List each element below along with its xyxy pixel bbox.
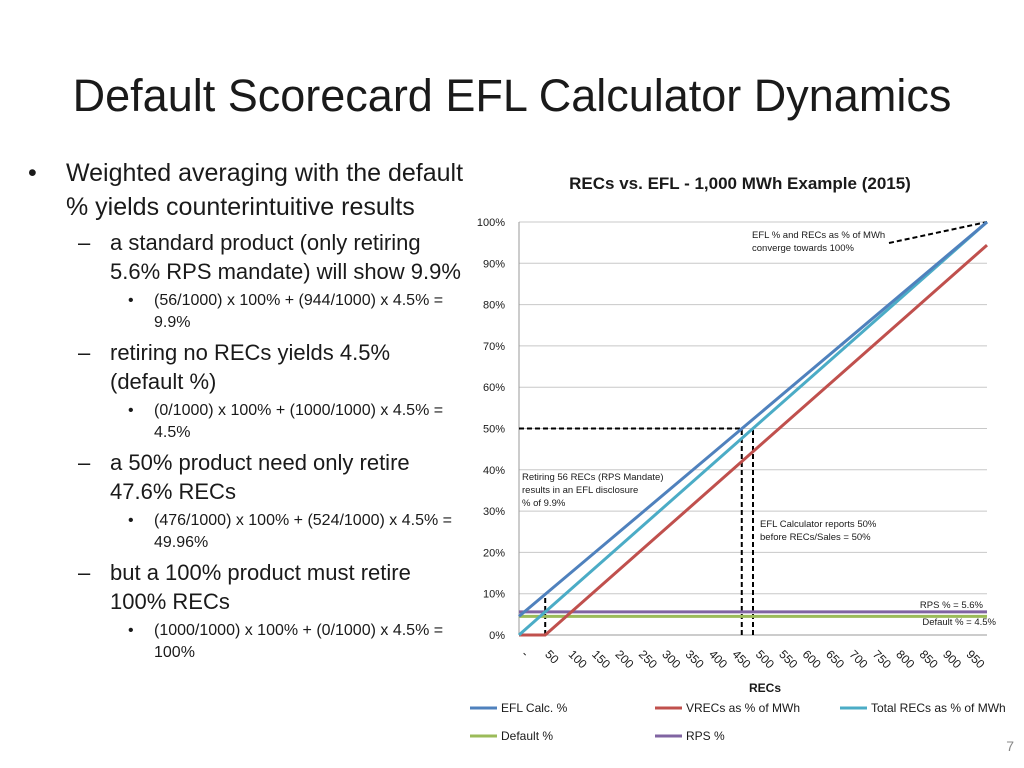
x-tick-label: - bbox=[519, 647, 532, 660]
x-tick-label: 850 bbox=[917, 647, 941, 671]
bullet-marker: • bbox=[28, 159, 37, 187]
bullet-text: retiring no RECs yields 4.5% (default %) bbox=[110, 340, 391, 394]
y-tick-label: 20% bbox=[483, 547, 505, 559]
dash-marker: – bbox=[78, 560, 91, 585]
bullet-text: (56/1000) x 100% + (944/1000) x 4.5% = 9… bbox=[154, 292, 444, 331]
slide-title: Default Scorecard EFL Calculator Dynamic… bbox=[72, 70, 952, 121]
x-tick-label: 150 bbox=[589, 647, 613, 671]
series-line bbox=[519, 244, 988, 637]
x-tick-label: 500 bbox=[753, 647, 777, 671]
x-tick-label: 400 bbox=[706, 647, 730, 671]
bullet-l3: • (476/1000) x 100% + (524/1000) x 4.5% =… bbox=[28, 510, 468, 554]
y-tick-label: 60% bbox=[483, 382, 505, 394]
bullet-l2: – retiring no RECs yields 4.5% (default %… bbox=[28, 338, 468, 396]
x-tick-label: 200 bbox=[612, 647, 636, 671]
bullet-marker: • bbox=[128, 402, 134, 419]
x-tick-label: 750 bbox=[870, 647, 894, 671]
y-tick-label: 70% bbox=[483, 341, 505, 353]
x-tick-label: 50 bbox=[542, 647, 562, 667]
reference-line bbox=[888, 221, 988, 244]
legend-label: VRECs as % of MWh bbox=[686, 701, 800, 715]
y-tick-label: 40% bbox=[483, 465, 505, 477]
bullet-l3: • (0/1000) x 100% + (1000/1000) x 4.5% = … bbox=[28, 400, 468, 444]
bullet-l2: – a standard product (only retiring 5.6% … bbox=[28, 228, 468, 286]
annotation-text: Retiring 56 RECs (RPS Mandate) bbox=[522, 472, 664, 483]
dash-marker: – bbox=[78, 230, 91, 255]
x-tick-label: 100 bbox=[566, 647, 590, 671]
bullet-l2: – but a 100% product must retire 100% REC… bbox=[28, 558, 468, 616]
annotation-text: EFL Calculator reports 50% bbox=[760, 519, 877, 530]
y-tick-label: 30% bbox=[483, 506, 505, 518]
x-tick-label: 250 bbox=[636, 647, 660, 671]
legend-label: Default % bbox=[501, 729, 553, 743]
x-tick-label: 900 bbox=[940, 647, 964, 671]
x-tick-label: 350 bbox=[683, 647, 707, 671]
series-line bbox=[518, 220, 988, 637]
annotation-text: RPS % = 5.6% bbox=[920, 600, 984, 611]
annotation-text: before RECs/Sales = 50% bbox=[760, 532, 871, 543]
x-tick-label: 550 bbox=[776, 647, 800, 671]
y-tick-label: 10% bbox=[483, 589, 505, 601]
x-tick-label: 600 bbox=[800, 647, 824, 671]
bullet-l3: • (56/1000) x 100% + (944/1000) x 4.5% = … bbox=[28, 290, 468, 334]
bullet-text: a standard product (only retiring 5.6% R… bbox=[110, 230, 461, 284]
bullet-marker: • bbox=[128, 292, 134, 309]
y-tick-label: 90% bbox=[483, 258, 505, 270]
legend-label: RPS % bbox=[686, 729, 725, 743]
dash-marker: – bbox=[78, 340, 91, 365]
y-tick-label: 0% bbox=[489, 630, 505, 642]
bullet-text: a 50% product need only retire 47.6% REC… bbox=[110, 450, 410, 504]
y-tick-label: 80% bbox=[483, 300, 505, 312]
bullet-text: (476/1000) x 100% + (524/1000) x 4.5% = … bbox=[154, 512, 452, 551]
bullet-text: Weighted averaging with the default % yi… bbox=[66, 159, 464, 221]
annotation-text: Default % = 4.5% bbox=[922, 617, 996, 628]
bullet-marker: • bbox=[128, 512, 134, 529]
x-tick-label: 300 bbox=[659, 647, 683, 671]
bullet-text: (1000/1000) x 100% + (0/1000) x 4.5% = 1… bbox=[154, 622, 444, 661]
annotation-text: converge towards 100% bbox=[752, 243, 854, 254]
bullet-l3: • (1000/1000) x 100% + (0/1000) x 4.5% = … bbox=[28, 620, 468, 664]
bullet-l2: – a 50% product need only retire 47.6% RE… bbox=[28, 448, 468, 506]
annotation-text: EFL % and RECs as % of MWh bbox=[752, 230, 885, 241]
annotation-text: % of 9.9% bbox=[522, 498, 566, 509]
legend-label: EFL Calc. % bbox=[501, 701, 568, 715]
bullet-marker: • bbox=[128, 622, 134, 639]
x-tick-label: 700 bbox=[846, 647, 870, 671]
bullet-text: but a 100% product must retire 100% RECs bbox=[110, 560, 411, 614]
annotation-text: results in an EFL disclosure bbox=[522, 485, 638, 496]
bullet-l1: • Weighted averaging with the default % y… bbox=[28, 156, 468, 224]
x-tick-label: 800 bbox=[893, 647, 917, 671]
x-tick-label: 950 bbox=[963, 647, 987, 671]
x-axis-label: RECs bbox=[749, 681, 781, 695]
page-number: 7 bbox=[1006, 738, 1014, 754]
x-tick-label: 650 bbox=[823, 647, 847, 671]
bullet-text: (0/1000) x 100% + (1000/1000) x 4.5% = 4… bbox=[154, 402, 444, 441]
x-tick-label: 450 bbox=[729, 647, 753, 671]
bullet-list: • Weighted averaging with the default % y… bbox=[28, 156, 468, 664]
series-line bbox=[518, 220, 988, 618]
y-tick-label: 100% bbox=[477, 217, 505, 229]
chart-title: RECs vs. EFL - 1,000 MWh Example (2015) bbox=[569, 174, 911, 193]
dash-marker: – bbox=[78, 450, 91, 475]
legend-label: Total RECs as % of MWh bbox=[871, 701, 1006, 715]
y-tick-label: 50% bbox=[483, 424, 505, 436]
